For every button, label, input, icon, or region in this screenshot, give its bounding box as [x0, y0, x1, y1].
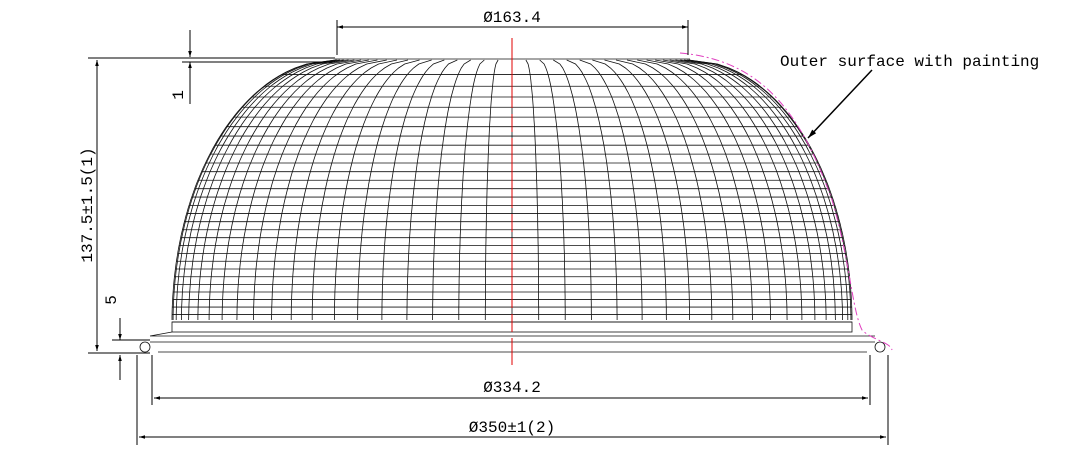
grid-line — [171, 59, 336, 320]
dim-outer-diameter: Ø350±1(2) — [469, 419, 555, 437]
grid-line — [579, 59, 643, 320]
grid-line — [208, 59, 355, 320]
grid-line — [236, 59, 369, 321]
grid-line — [484, 59, 499, 320]
dim-inner-diameter: Ø334.2 — [483, 379, 541, 397]
grid-line — [646, 59, 771, 320]
grid-line — [458, 59, 485, 320]
grid-line — [688, 59, 852, 320]
grid-line — [539, 59, 566, 320]
grid-line — [684, 59, 843, 320]
hook-right — [874, 341, 886, 353]
grid-line — [688, 59, 853, 320]
grid-line — [662, 59, 803, 320]
grid-line — [686, 59, 849, 320]
grid-line — [525, 59, 540, 320]
grid-line — [680, 59, 836, 321]
grid-line — [381, 59, 445, 320]
grid-line — [311, 59, 409, 320]
grid-line — [253, 59, 378, 320]
dim-flange: 5 — [103, 295, 121, 305]
grid-line — [357, 59, 432, 321]
grid-line — [626, 59, 734, 320]
grid-line — [175, 59, 338, 320]
dim-top-diameter: Ø163.4 — [483, 9, 541, 27]
dim-rim: 1 — [170, 90, 188, 100]
annotation: Outer surface with painting — [780, 53, 1039, 71]
grid-line — [432, 59, 471, 320]
grid-line — [655, 59, 788, 321]
dim-height: 137.5±1.5(1) — [79, 147, 97, 262]
grid-line — [188, 59, 344, 321]
grid-line — [406, 59, 458, 320]
paint-outline — [679, 52, 893, 351]
grid-line — [181, 59, 340, 320]
grid-line — [592, 59, 667, 321]
grid-line — [197, 59, 349, 320]
grid-line — [553, 59, 592, 320]
grid-line — [566, 59, 618, 320]
grid-line — [271, 59, 387, 320]
grid-line — [637, 59, 753, 320]
grid-line — [334, 59, 420, 320]
grid-line — [604, 59, 690, 320]
grid-line — [172, 59, 336, 320]
grid-line — [615, 59, 713, 320]
grid-line — [675, 59, 827, 320]
grid-line — [290, 59, 398, 320]
dimension-lines — [88, 20, 889, 445]
hook-left — [139, 341, 151, 353]
grid-line — [221, 59, 362, 320]
grid-line — [669, 59, 816, 320]
